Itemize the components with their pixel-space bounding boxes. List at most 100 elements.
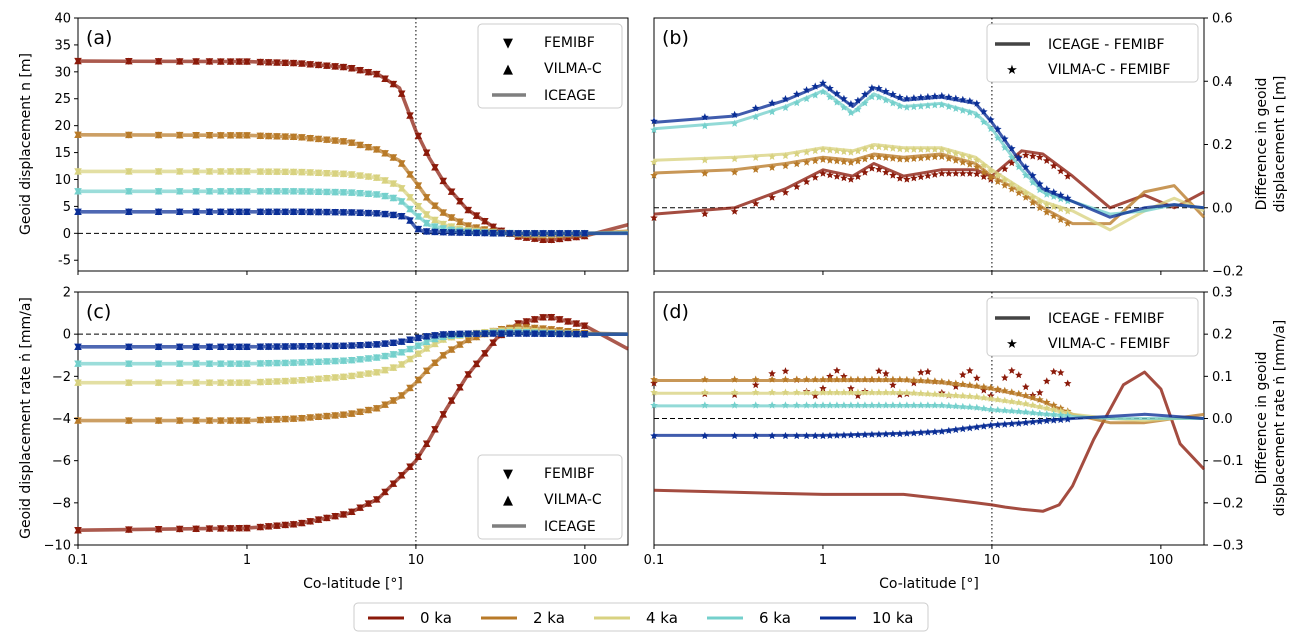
marker-vilma-c	[331, 512, 339, 520]
legend-marker-femibf-a: ▼	[503, 36, 513, 51]
marker-vilma-diff-d	[1063, 415, 1072, 423]
marker-vilma-diff-d	[819, 401, 827, 409]
marker-vilma-diff-d	[781, 367, 790, 375]
marker-vilma-a	[422, 193, 431, 201]
marker-vilma-c	[364, 369, 373, 377]
marker-vilma-c	[205, 360, 214, 367]
marker-vilma-a	[323, 208, 331, 216]
marker-vilma-diff-b	[973, 156, 981, 164]
marker-vilma-diff-b	[854, 172, 862, 180]
marker-vilma-diff-b	[793, 150, 801, 158]
marker-vilma-a	[306, 134, 315, 142]
marker-vilma-a	[472, 229, 481, 237]
marker-vilma-a	[289, 208, 298, 215]
marker-vilma-diff-b	[959, 158, 967, 166]
y-tick-label: 0.3	[1212, 286, 1233, 301]
marker-vilma-c	[372, 495, 381, 503]
marker-vilma-a	[414, 225, 423, 233]
marker-vilma-c	[74, 360, 82, 367]
marker-vilma-diff-d	[802, 388, 811, 396]
marker-vilma-a	[235, 208, 244, 215]
marker-vilma-diff-b	[966, 169, 974, 177]
marker-vilma-diff-b	[910, 174, 918, 182]
marker-vilma-a	[481, 229, 489, 237]
marker-vilma-c	[74, 379, 82, 386]
marker-vilma-diff-b	[1001, 181, 1009, 189]
marker-vilma-a	[216, 187, 225, 195]
marker-vilma-diff-d	[1001, 373, 1009, 382]
marker-vilma-c	[381, 340, 389, 347]
marker-vilma-c	[281, 521, 290, 529]
marker-vilma-diff-b	[701, 209, 709, 218]
marker-vilma-c	[281, 359, 290, 367]
marker-vilma-c	[406, 355, 414, 363]
marker-vilma-diff-b	[924, 171, 932, 180]
marker-vilma-a	[339, 63, 348, 71]
y-tick-label: −2	[52, 370, 71, 385]
marker-vilma-diff-d	[889, 375, 897, 383]
marker-vilma-a	[243, 208, 251, 215]
marker-vilma-diff-b	[1001, 165, 1009, 173]
marker-vilma-diff-d	[811, 375, 819, 383]
marker-vilma-diff-d	[826, 431, 834, 439]
marker-vilma-diff-b	[847, 108, 855, 117]
legend-d: ICEAGE - FEMIBF ★ VILMA-C - FEMIBF	[986, 297, 1199, 357]
marker-vilma-diff-b	[781, 95, 790, 103]
marker-vilma-diff-b	[802, 177, 811, 186]
marker-vilma-a	[289, 133, 298, 141]
marker-vilma-a	[456, 197, 464, 205]
marker-vilma-diff-b	[931, 101, 939, 109]
marker-vilma-c	[216, 360, 225, 367]
marker-vilma-a	[273, 208, 281, 215]
marker-vilma-diff-b	[793, 160, 801, 168]
series-0-ka-line-c	[77, 314, 629, 532]
marker-vilma-a	[226, 167, 235, 175]
marker-vilma-a	[356, 66, 364, 74]
marker-vilma-diff-d	[1042, 398, 1051, 406]
marker-vilma-diff-b	[751, 113, 760, 121]
marker-vilma-c	[489, 329, 497, 337]
marker-vilma-diff-b	[980, 168, 988, 176]
y-tick-label: -5	[58, 254, 71, 269]
marker-vilma-a	[205, 208, 214, 215]
marker-vilma-diff-d	[938, 427, 946, 435]
marker-vilma-a	[397, 197, 406, 205]
marker-vilma-a	[205, 131, 214, 139]
marker-vilma-a	[331, 169, 339, 177]
marker-vilma-a	[356, 189, 364, 197]
marker-vilma-diff-d	[840, 388, 848, 396]
marker-vilma-diff-d	[861, 401, 869, 409]
marker-vilma-c	[281, 415, 290, 423]
marker-vilma-diff-d	[959, 370, 967, 379]
marker-vilma-diff-b	[924, 145, 932, 153]
marker-vilma-c	[235, 417, 244, 424]
marker-vilma-c	[539, 330, 547, 337]
marker-vilma-diff-d	[952, 402, 960, 410]
marker-vilma-diff-d	[1001, 406, 1009, 414]
marker-vilma-c	[264, 378, 273, 385]
marker-vilma-c	[125, 417, 133, 424]
y-tick-label: 0.0	[1212, 201, 1233, 216]
marker-vilma-diff-d	[910, 429, 918, 437]
marker-vilma-a	[154, 131, 163, 139]
marker-vilma-c	[356, 371, 364, 378]
marker-vilma-diff-d	[650, 401, 658, 409]
marker-vilma-a	[243, 167, 251, 175]
marker-vilma-c	[348, 410, 356, 417]
marker-vilma-a	[125, 131, 133, 139]
marker-vilma-diff-d	[1008, 407, 1016, 415]
marker-vilma-diff-d	[650, 375, 658, 383]
marker-vilma-diff-d	[730, 388, 739, 396]
marker-vilma-a	[514, 229, 522, 237]
marker-vilma-c	[372, 340, 381, 348]
marker-vilma-a	[406, 111, 414, 119]
marker-vilma-a	[381, 75, 389, 82]
marker-vilma-c	[175, 417, 184, 424]
marker-vilma-a	[281, 168, 290, 176]
marker-vilma-diff-d	[847, 401, 855, 409]
legend-label-iceage-c: ICEAGE	[544, 519, 596, 535]
marker-vilma-diff-b	[966, 153, 974, 161]
marker-vilma-a	[539, 229, 547, 237]
marker-vilma-diff-b	[1042, 185, 1051, 193]
marker-vilma-diff-b	[1056, 205, 1065, 213]
